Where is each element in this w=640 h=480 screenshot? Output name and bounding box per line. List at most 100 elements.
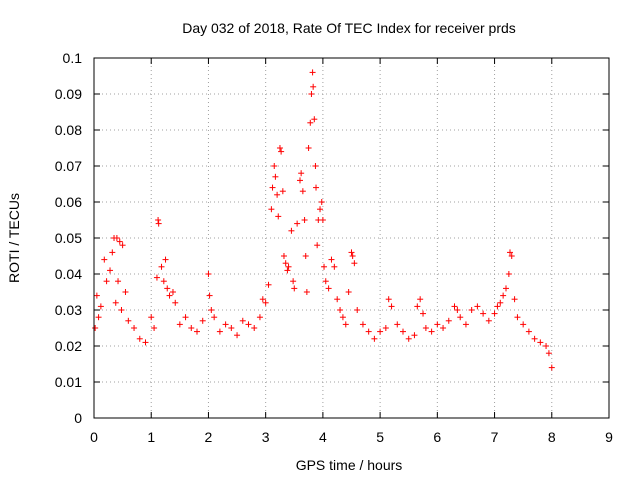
data-point	[194, 328, 200, 335]
data-point	[95, 314, 102, 321]
data-point	[420, 310, 427, 317]
x-tick-label: 4	[319, 429, 327, 445]
y-tick-label: 0.01	[55, 374, 82, 390]
data-point	[511, 296, 518, 303]
data-point	[272, 173, 279, 180]
data-point	[284, 267, 291, 274]
data-point	[290, 278, 297, 285]
data-point	[188, 325, 195, 331]
data-point	[164, 285, 171, 292]
data-point	[112, 299, 119, 306]
data-point	[457, 314, 464, 321]
data-point	[280, 253, 287, 259]
data-point	[245, 321, 252, 328]
data-point	[440, 325, 447, 331]
data-point	[107, 267, 114, 274]
data-point	[480, 310, 487, 317]
data-point	[93, 292, 100, 299]
data-point	[271, 163, 278, 169]
data-point	[317, 206, 324, 213]
grid	[94, 58, 609, 418]
x-tick-label: 2	[205, 429, 213, 445]
data-point	[428, 328, 435, 335]
data-point	[211, 314, 218, 321]
data-point	[400, 328, 406, 335]
data-point	[371, 335, 378, 342]
data-point	[158, 263, 165, 270]
data-point	[405, 335, 412, 342]
data-point	[337, 307, 344, 313]
data-point	[208, 307, 215, 313]
data-point	[545, 350, 552, 357]
data-point	[206, 292, 213, 299]
data-point	[279, 188, 286, 195]
data-point	[153, 274, 160, 281]
data-point	[468, 307, 475, 313]
x-tick-label: 9	[605, 429, 613, 445]
data-point	[276, 145, 283, 151]
y-tick-label: 0.09	[55, 86, 82, 102]
y-tick-label: 0.07	[55, 158, 82, 174]
data-point	[160, 278, 167, 285]
data-point	[339, 314, 346, 321]
data-point	[382, 325, 389, 331]
data-point	[131, 325, 138, 331]
data-point	[434, 321, 441, 328]
data-point	[305, 145, 312, 151]
data-point	[298, 170, 305, 177]
data-point	[119, 242, 126, 249]
data-point	[349, 253, 356, 259]
data-point	[328, 256, 335, 263]
data-point	[275, 213, 282, 220]
data-point	[503, 285, 509, 292]
data-point	[345, 289, 352, 295]
data-point	[494, 303, 501, 310]
chart-title: Day 032 of 2018, Rate Of TEC Index for r…	[182, 20, 516, 36]
data-point	[297, 177, 303, 184]
data-point	[285, 263, 292, 270]
data-point	[269, 184, 276, 191]
y-tick-label: 0.08	[55, 122, 82, 138]
data-point	[294, 220, 301, 227]
data-point	[394, 321, 401, 328]
data-point	[325, 285, 332, 292]
data-point	[308, 91, 315, 97]
data-point	[169, 289, 176, 295]
data-point	[414, 303, 421, 310]
data-point	[182, 314, 189, 321]
data-point	[148, 314, 155, 321]
data-point	[451, 303, 458, 310]
data-point	[166, 292, 173, 299]
data-point	[101, 256, 108, 263]
x-tick-label: 1	[147, 429, 155, 445]
data-point	[309, 69, 316, 76]
data-point	[103, 278, 110, 285]
data-point	[299, 188, 306, 195]
data-point	[537, 339, 544, 346]
data-point	[348, 249, 355, 256]
data-point	[365, 328, 372, 335]
axis-ticks: 0 1 2 3 4 5 6 7 8 9 0 0.01 0.02 0.03 0.04 0.05 0.06 0.07 0…	[55, 50, 613, 445]
y-axis-label: ROTI / TECUs	[6, 193, 22, 283]
data-point	[118, 307, 125, 313]
data-point	[520, 321, 527, 328]
data-point	[508, 253, 515, 259]
data-point	[321, 263, 328, 270]
y-tick-label: 0.02	[55, 338, 82, 354]
data-point	[291, 285, 298, 292]
data-point	[251, 325, 258, 331]
data-point	[354, 307, 361, 313]
data-point	[176, 321, 183, 328]
data-point	[259, 296, 266, 303]
y-tick-label: 0.06	[55, 194, 82, 210]
data-point	[136, 335, 143, 342]
data-point	[199, 317, 206, 324]
data-point	[172, 299, 179, 306]
x-axis-label: GPS time / hours	[296, 457, 403, 473]
x-tick-label: 0	[90, 429, 98, 445]
data-point	[505, 271, 512, 277]
data-point	[454, 307, 461, 313]
data-point	[239, 317, 246, 324]
